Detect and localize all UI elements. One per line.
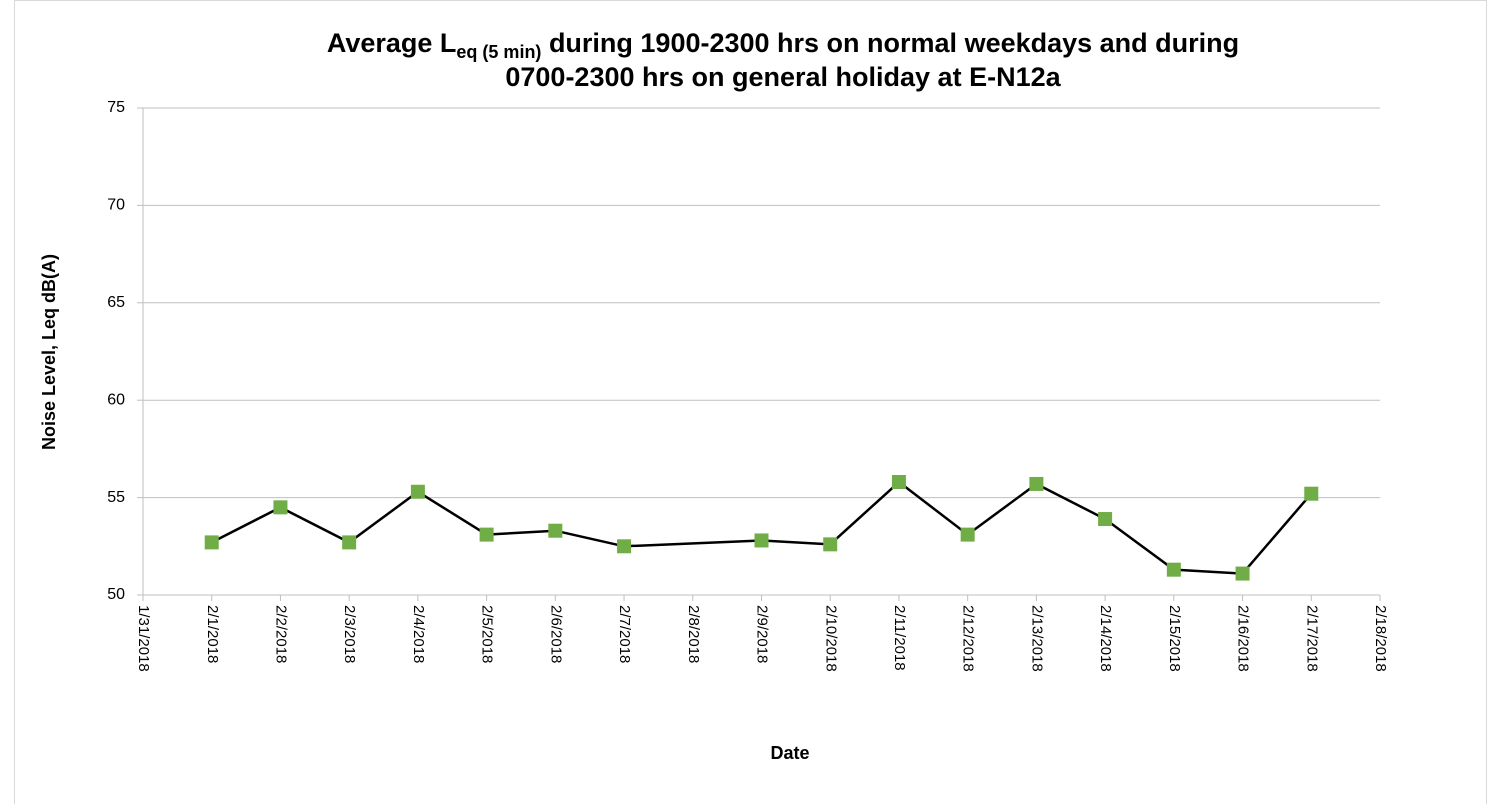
y-tick-label: 50 <box>107 586 125 603</box>
data-point <box>479 527 494 542</box>
chart-title: Average Leq (5 min) during 1900-2300 hrs… <box>327 28 1239 62</box>
x-tick-label: 2/9/2018 <box>754 605 771 663</box>
data-point <box>1029 476 1044 491</box>
data-point <box>1235 566 1250 581</box>
data-line <box>211 480 1313 575</box>
x-tick-label: 2/13/2018 <box>1028 605 1045 672</box>
y-tick-label: 55 <box>107 489 125 506</box>
x-axis-title: Date <box>770 743 809 763</box>
data-point <box>1166 562 1181 577</box>
x-tick-label: 2/1/2018 <box>204 605 221 663</box>
x-tick-label: 2/17/2018 <box>1303 605 1320 672</box>
title-part: during 1900-2300 hrs on normal weekdays … <box>541 28 1239 58</box>
x-tick-label: 2/2/2018 <box>272 605 289 663</box>
y-axis-title: Noise Level, Leq dB(A) <box>39 254 59 450</box>
data-point <box>342 535 357 550</box>
x-tick-label: 2/18/2018 <box>1372 605 1389 672</box>
data-point <box>1098 512 1113 527</box>
x-tick-label: 2/6/2018 <box>547 605 564 663</box>
x-tick-label: 2/16/2018 <box>1235 605 1252 672</box>
data-point <box>204 535 219 550</box>
x-tick-label: 2/4/2018 <box>410 605 427 663</box>
x-tick-label: 2/12/2018 <box>960 605 977 672</box>
x-tick-label: 2/3/2018 <box>341 605 358 663</box>
x-tick-label: 2/8/2018 <box>685 605 702 663</box>
data-point <box>273 500 288 515</box>
data-point <box>891 475 906 490</box>
data-point <box>617 539 632 554</box>
y-tick-label: 60 <box>107 391 125 408</box>
data-point <box>1304 486 1319 501</box>
y-tick-label: 75 <box>107 99 125 116</box>
chart-title-line2: 0700-2300 hrs on general holiday at E-N1… <box>505 62 1061 92</box>
x-tick-label: 1/31/2018 <box>135 605 152 672</box>
x-tick-label: 2/7/2018 <box>616 605 633 663</box>
data-point <box>823 537 838 552</box>
title-part: Average L <box>327 28 457 58</box>
y-tick-label: 70 <box>107 197 125 214</box>
y-tick-label: 65 <box>107 294 125 311</box>
data-point <box>754 533 769 548</box>
chart-border <box>14 0 1487 804</box>
data-point <box>548 523 563 538</box>
title-subscript: eq (5 min) <box>456 42 541 62</box>
x-tick-label: 2/10/2018 <box>822 605 839 672</box>
x-tick-label: 2/15/2018 <box>1166 605 1183 672</box>
x-tick-label: 2/14/2018 <box>1097 605 1114 672</box>
data-point <box>410 484 425 499</box>
data-point <box>960 527 975 542</box>
x-tick-label: 2/11/2018 <box>891 605 908 671</box>
x-tick-label: 2/5/2018 <box>479 605 496 663</box>
